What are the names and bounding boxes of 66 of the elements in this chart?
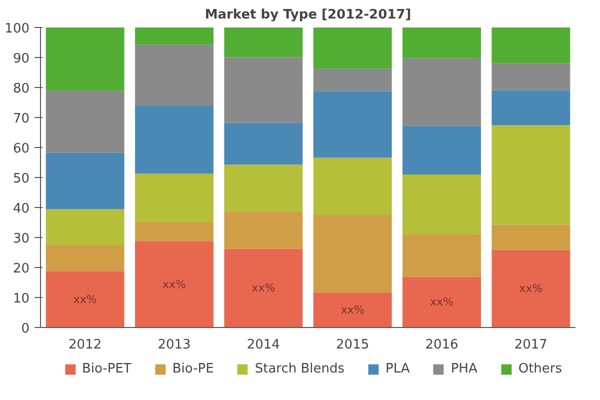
bar — [492, 63, 570, 90]
bar — [313, 91, 392, 158]
annotation: xx% — [519, 282, 543, 296]
bar — [46, 245, 124, 272]
bar — [224, 211, 303, 249]
bar — [224, 28, 303, 58]
bar — [46, 28, 124, 91]
bar — [402, 174, 481, 234]
legend-label: Others — [518, 362, 562, 376]
bar — [135, 44, 214, 106]
y-tick-label: 80 — [12, 82, 30, 96]
legend-label: Starch Blends — [254, 362, 345, 376]
bar — [492, 224, 570, 250]
y-tick-label: 10 — [12, 292, 30, 306]
x-tick-label: 2017 — [514, 338, 548, 352]
y-tick-label: 100 — [4, 22, 30, 36]
bar — [313, 158, 392, 215]
bar — [492, 28, 570, 64]
x-tick-label: 2016 — [425, 338, 458, 352]
bar — [402, 276, 481, 328]
y-tick-label: 60 — [12, 142, 30, 156]
bar — [46, 90, 124, 153]
bar — [224, 164, 303, 212]
y-tick-label: 70 — [12, 112, 30, 126]
x-tick-label: 2015 — [336, 338, 370, 352]
bar — [135, 241, 214, 328]
bar — [46, 152, 124, 210]
annotation: xx% — [162, 278, 186, 291]
x-tick-label: 2012 — [68, 338, 102, 352]
annotation: xx% — [340, 303, 364, 316]
bar — [402, 234, 481, 277]
bar — [46, 209, 124, 245]
bar — [402, 126, 481, 174]
x-tick-label: 2013 — [158, 338, 191, 352]
bar — [135, 28, 214, 45]
legend-label: Bio-PE — [172, 362, 214, 376]
y-tick-label: 30 — [12, 232, 30, 246]
bar — [224, 122, 303, 165]
annotation: xx% — [73, 292, 97, 306]
bar — [46, 271, 124, 328]
bar — [402, 28, 481, 58]
bar — [492, 90, 570, 126]
bar — [492, 125, 570, 225]
y-tick-label: 40 — [12, 202, 30, 216]
legend-label: PLA — [386, 362, 410, 376]
bar — [224, 57, 303, 123]
legend-label: Bio-PET — [82, 362, 132, 376]
annotation: xx% — [430, 296, 454, 309]
bar — [313, 28, 392, 69]
bar — [135, 174, 214, 222]
x-tick-label: 2014 — [246, 338, 280, 352]
y-tick-label: 90 — [12, 52, 30, 66]
bar — [402, 58, 481, 126]
bar — [224, 248, 303, 328]
y-tick-label: 0 — [21, 322, 30, 336]
bar — [135, 106, 214, 174]
bar — [492, 250, 570, 328]
bar — [313, 68, 392, 92]
chart-title: Market by Type [2012-2017] — [204, 8, 412, 22]
bar — [313, 292, 392, 328]
legend-label: PHA — [450, 362, 478, 376]
y-tick-label: 50 — [12, 172, 30, 186]
bar — [135, 222, 214, 242]
y-tick-label: 20 — [12, 262, 30, 276]
bar — [313, 215, 392, 292]
annotation: xx% — [252, 282, 276, 295]
